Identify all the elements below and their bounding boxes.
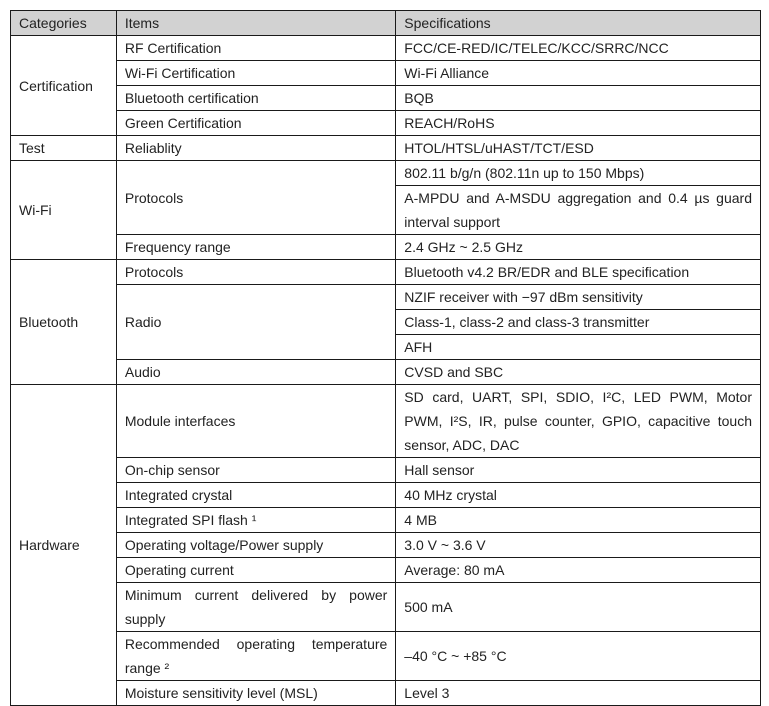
item-cell: Audio [115,359,397,385]
spec-cell: 40 MHz crystal [395,482,761,508]
item-cell: Minimum current delivered by power suppl… [115,582,397,632]
table-row: Operating current Average: 80 mA [11,557,761,583]
spec-cell: Level 3 [395,680,761,706]
item-cell: Protocols [115,259,397,285]
item-cell: Radio [115,284,397,360]
table-row: On-chip sensor Hall sensor [11,457,761,483]
category-cell: Bluetooth [10,259,117,385]
item-cell: Operating current [115,557,397,583]
spec-cell: 2.4 GHz ~ 2.5 GHz [395,234,761,260]
category-cell: Certification [10,35,117,136]
item-cell: Moisture sensitivity level (MSL) [115,680,397,706]
category-cell: Test [10,135,117,161]
spec-cell: A-MPDU and A-MSDU aggregation and 0.4 µs… [395,185,761,235]
table-row: Operating voltage/Power supply 3.0 V ~ 3… [11,532,761,558]
table-row: Green Certification REACH/RoHS [11,110,761,136]
spec-cell: 500 mA [395,582,761,632]
spec-cell: 3.0 V ~ 3.6 V [395,532,761,558]
spec-cell: AFH [395,334,761,360]
header-items: Items [115,10,397,36]
item-cell: Reliablity [115,135,397,161]
spec-cell: REACH/RoHS [395,110,761,136]
item-cell: Frequency range [115,234,397,260]
table-row: Bluetooth certification BQB [11,85,761,111]
spec-cell: CVSD and SBC [395,359,761,385]
table-row: Wi-Fi Certification Wi-Fi Alliance [11,60,761,86]
spec-cell: Class-1, class-2 and class-3 transmitter [395,309,761,335]
item-cell: Module interfaces [115,384,397,458]
category-cell: Hardware [10,384,117,706]
table-row: Moisture sensitivity level (MSL) Level 3 [11,680,761,706]
table-row: Class-1, class-2 and class-3 transmitter [11,309,761,335]
spec-cell: Average: 80 mA [395,557,761,583]
header-categories: Categories [10,10,117,36]
item-cell: Green Certification [115,110,397,136]
table-row: Radio NZIF receiver with −97 dBm sensiti… [11,284,761,360]
item-cell: Operating voltage/Power supply [115,532,397,558]
table-row: Recommended operating temperature range … [11,631,761,681]
spec-cell: Bluetooth v4.2 BR/EDR and BLE specificat… [395,259,761,285]
specifications-table: Categories Items Specifications Certific… [10,10,761,706]
header-specifications: Specifications [395,10,761,36]
table-row: Integrated SPI flash ¹ 4 MB [11,507,761,533]
table-row: Test Reliablity HTOL/HTSL/uHAST/TCT/ESD [10,135,761,161]
table-row: Wi-Fi Protocols 802.11 b/g/n (802.11n up… [10,160,761,260]
item-cell: Protocols [115,160,397,235]
spec-cell: –40 °C ~ +85 °C [395,631,761,681]
category-cell: Wi-Fi [10,160,117,260]
item-cell: On-chip sensor [115,457,397,483]
spec-cell: 802.11 b/g/n (802.11n up to 150 Mbps) [395,160,761,186]
item-cell: Wi-Fi Certification [115,60,397,86]
spec-cell: Wi-Fi Alliance [395,60,761,86]
spec-cell: 4 MB [395,507,761,533]
table-row: A-MPDU and A-MSDU aggregation and 0.4 µs… [11,185,761,235]
table-row: Bluetooth Protocols Bluetooth v4.2 BR/ED… [10,259,761,385]
item-cell: Integrated SPI flash ¹ [115,507,397,533]
spec-cell: HTOL/HTSL/uHAST/TCT/ESD [395,135,761,161]
table-row: Minimum current delivered by power suppl… [11,582,761,632]
spec-cell: FCC/CE-RED/IC/TELEC/KCC/SRRC/NCC [395,35,761,61]
table-row: Integrated crystal 40 MHz crystal [11,482,761,508]
spec-cell: SD card, UART, SPI, SDIO, I²C, LED PWM, … [395,384,761,458]
spec-cell: Hall sensor [395,457,761,483]
spec-cell: NZIF receiver with −97 dBm sensitivity [395,284,761,310]
table-row: Certification RF Certification FCC/CE-RE… [10,35,761,136]
table-row: Frequency range 2.4 GHz ~ 2.5 GHz [11,234,761,260]
item-cell: Recommended operating temperature range … [115,631,397,681]
item-cell: Bluetooth certification [115,85,397,111]
table-header-row: Categories Items Specifications [10,10,761,36]
item-cell: Integrated crystal [115,482,397,508]
table-row: Hardware Module interfaces SD card, UART… [10,384,761,706]
table-row: AFH [11,334,761,360]
item-cell: RF Certification [115,35,397,61]
spec-cell: BQB [395,85,761,111]
table-row: Audio CVSD and SBC [11,359,761,385]
